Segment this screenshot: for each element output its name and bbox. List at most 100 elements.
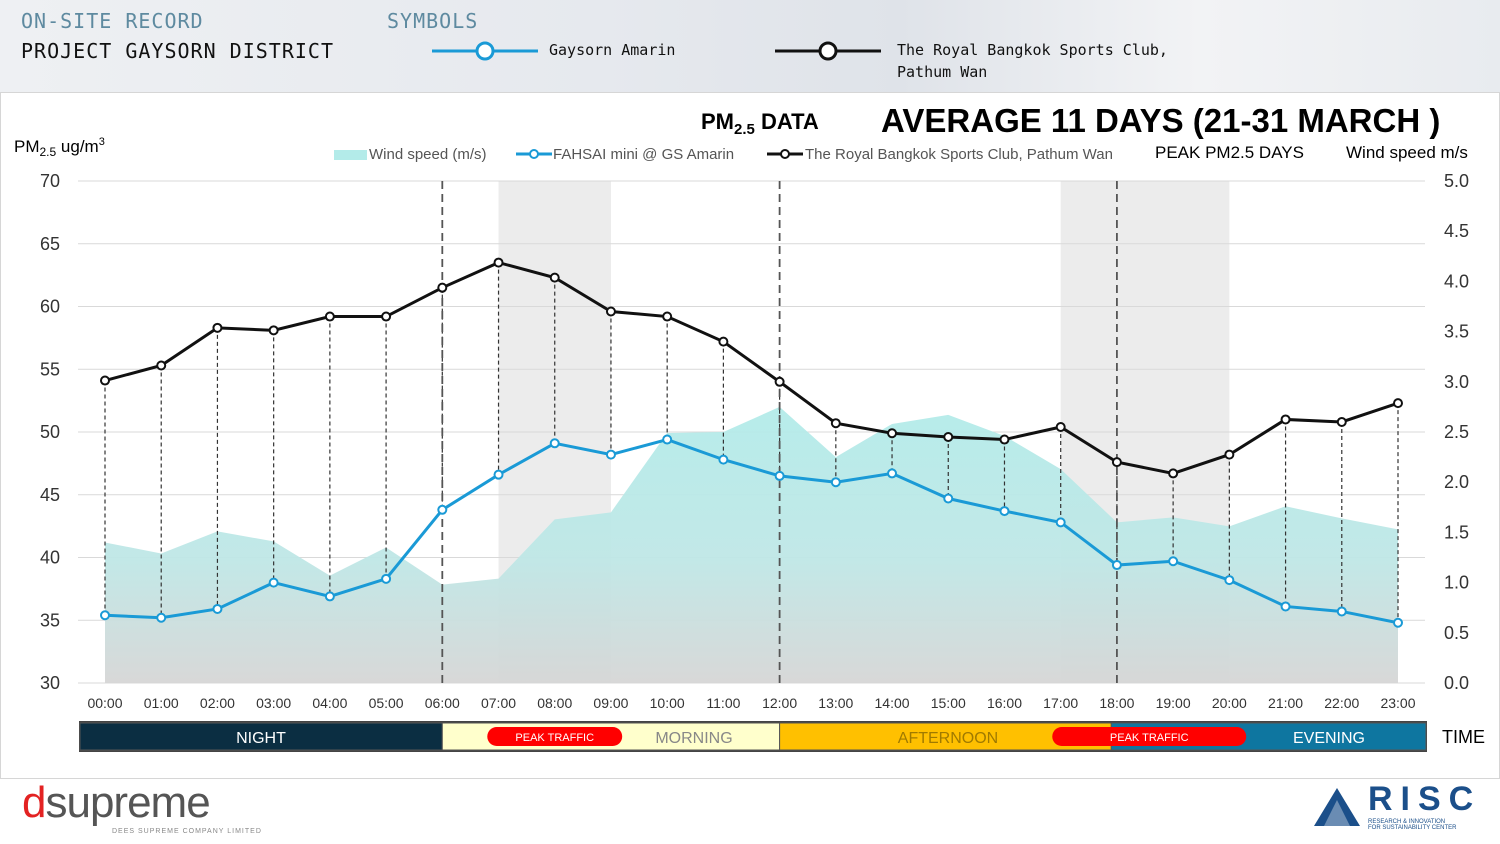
legend-blue-marker-icon [516,149,552,159]
risc-subtitle-2: FOR SUSTAINABILITY CENTER [1368,825,1457,831]
fahsai-point [662,434,673,445]
blue-line-symbol-icon [432,41,538,61]
y2-tick-label: 1.0 [1444,573,1469,593]
rbsc-point [212,322,223,333]
y2-tick-label: 3.0 [1444,372,1469,392]
y-tick-label: 60 [40,297,60,317]
y2-tick-label: 5.0 [1444,171,1469,191]
fahsai-point [830,477,841,488]
peak-traffic-pill [487,727,623,746]
dsupreme-logo: dsupreme DEES SUPREME COMPANY LIMITED [22,778,262,835]
fahsai-point [156,612,167,623]
symbol-blue-label: Gaysorn Amarin [549,41,676,59]
fahsai-point [999,506,1010,517]
x-tick-label: 09:00 [593,695,628,711]
x-tick-label: 05:00 [369,695,404,711]
rbsc-point [774,376,785,387]
period-label: MORNING [655,730,732,747]
y-tick-label: 35 [40,610,60,630]
fahsai-point [381,573,392,584]
legend-wind-label: Wind speed (m/s) [369,146,487,163]
y-tick-label: 45 [40,485,60,505]
symbol-black-label-2: Pathum Wan [897,63,988,81]
rbsc-point [943,432,954,443]
wind-speed-area [105,406,1398,683]
rbsc-point [718,336,729,347]
x-tick-label: 07:00 [481,695,516,711]
header-banner: ON-SITE RECORD PROJECT GAYSORN DISTRICT … [0,0,1500,94]
symbol-black-label-1: The Royal Bangkok Sports Club, [897,41,1168,59]
fahsai-point [324,591,335,602]
y2-tick-label: 0.5 [1444,623,1469,643]
y-tick-label: 55 [40,359,60,379]
fahsai-point [437,504,448,515]
record-label: ON-SITE RECORD [21,9,204,33]
x-tick-label: 03:00 [256,695,291,711]
rbsc-point [999,434,1010,445]
x-tick-label: 04:00 [312,695,347,711]
fahsai-point [549,438,560,449]
y-tick-label: 70 [40,171,60,191]
rbsc-point [1280,414,1291,425]
rbsc-point [493,257,504,268]
y-tick-label: 30 [40,673,60,693]
x-tick-label: 10:00 [650,695,685,711]
fahsai-point [774,470,785,481]
rbsc-point [156,360,167,371]
x-tick-label: 15:00 [931,695,966,711]
risc-emblem-icon [1314,788,1360,826]
fahsai-point [1393,617,1403,628]
fahsai-point [887,468,898,479]
y2-tick-label: 2.0 [1444,472,1469,492]
x-tick-label: 14:00 [875,695,910,711]
peak-traffic-pill [1052,727,1247,746]
peak-days-label: PEAK PM2.5 DAYS [1155,143,1304,162]
x-tick-label: 20:00 [1212,695,1247,711]
x-tick-label: 19:00 [1156,695,1191,711]
rbsc-point [1224,449,1235,460]
fahsai-line [104,437,1399,625]
x-tick-label: 12:00 [762,695,797,711]
y2-tick-label: 3.5 [1444,322,1469,342]
fahsai-point [493,469,504,480]
x-tick-label: 08:00 [537,695,572,711]
legend-blue-label: FAHSAI mini @ GS Amarin [553,146,734,163]
peak-traffic-label: PEAK TRAFFIC [1110,732,1189,744]
chart-title: PM2.5 DATA [701,109,819,138]
rbsc-point [100,375,110,386]
fahsai-point [100,610,110,621]
project-name: PROJECT GAYSORN DISTRICT [21,39,334,63]
y2-tick-label: 2.5 [1444,422,1469,442]
legend-black-marker-icon [767,149,803,159]
rbsc-point [549,272,560,283]
x-tick-label: 11:00 [706,695,740,711]
y-tick-label: 65 [40,234,60,254]
rbsc-point [1055,421,1066,432]
rbsc-point [1336,416,1347,427]
fahsai-point [1168,556,1179,567]
rbsc-point [437,282,448,293]
risc-wordmark: RISC [1368,780,1482,818]
y2-tick-label: 0.0 [1444,673,1469,693]
fahsai-point [1280,601,1291,612]
x-tick-label: 13:00 [818,695,853,711]
period-night [79,722,443,751]
fahsai-point [943,493,954,504]
rbsc-point [1111,457,1122,468]
dsupreme-wordmark: dsupreme [22,778,211,827]
peak-traffic-label: PEAK TRAFFIC [515,732,594,744]
risc-subtitle-1: RESEARCH & INNOVATION [1368,819,1446,825]
x-tick-label: 17:00 [1043,695,1078,711]
x-tick-label: 00:00 [87,695,122,711]
period-label: EVENING [1293,730,1365,747]
rbsc-line [104,260,1399,475]
legend-black-label: The Royal Bangkok Sports Club, Pathum Wa… [805,146,1113,163]
rbsc-point [1168,468,1179,479]
y2-tick-label: 1.5 [1444,522,1469,542]
rbsc-point [830,418,841,429]
fahsai-point [212,603,223,614]
black-line-symbol-icon [775,41,881,61]
chart-subtitle: AVERAGE 11 DAYS (21-31 MARCH ) [881,102,1440,139]
rbsc-point [887,428,898,439]
